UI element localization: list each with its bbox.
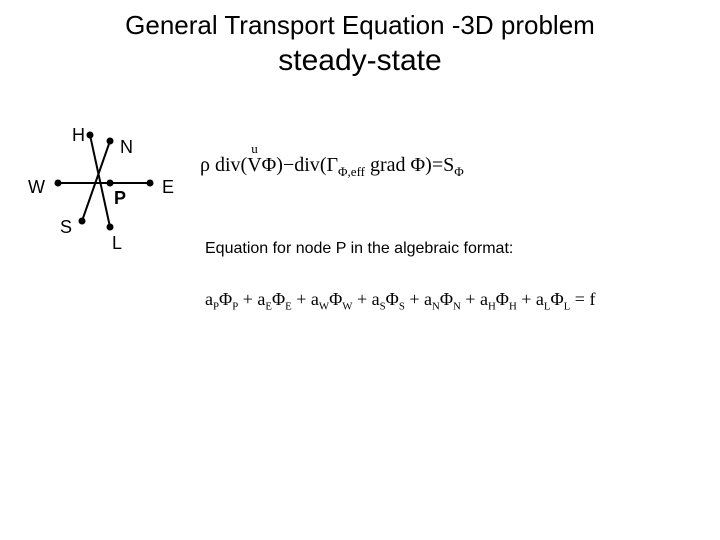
- alg-a-sub: E: [265, 301, 272, 313]
- eq-grad: grad: [370, 154, 406, 176]
- stencil-node-p: [107, 180, 114, 187]
- alg-plus: +: [465, 289, 475, 309]
- title-line-1: General Transport Equation -3D problem: [0, 10, 720, 41]
- stencil-label-e: E: [162, 177, 174, 198]
- stencil-node-s: [79, 218, 86, 225]
- alg-Phi: Φ: [219, 289, 232, 309]
- stencil-label-n: N: [120, 137, 133, 158]
- alg-a: a: [424, 289, 432, 309]
- stencil-node-w: [55, 180, 62, 187]
- alg-Phi-sub: W: [342, 301, 352, 313]
- alg-a-sub: N: [432, 301, 440, 313]
- eq-rho: ρ: [200, 154, 210, 176]
- alg-Phi-sub: S: [399, 301, 405, 313]
- alg-a: a: [311, 289, 319, 309]
- alg-Phi: Φ: [440, 289, 453, 309]
- stencil-label-h: H: [72, 125, 85, 146]
- alg-Phi: Φ: [496, 289, 509, 309]
- title-line-2: steady-state: [0, 44, 720, 78]
- algebraic-equation: aPΦP + aEΦE + aWΦW + aSΦS + aNΦN + aHΦH …: [205, 290, 595, 312]
- caption: Equation for node P in the algebraic for…: [205, 240, 513, 258]
- alg-Phi-sub: E: [285, 301, 292, 313]
- eq-Gamma-sub: Φ,eff: [338, 164, 365, 179]
- alg-equals: =: [575, 289, 585, 309]
- alg-a-sub: L: [544, 301, 551, 313]
- eq-S: S: [443, 154, 454, 176]
- alg-plus: +: [243, 289, 253, 309]
- alg-Phi-sub: L: [564, 301, 571, 313]
- alg-a-sub: H: [488, 301, 496, 313]
- stencil-node-h: [87, 132, 94, 139]
- eq-Phi1: Φ: [262, 154, 277, 176]
- eq-rp1: ): [276, 154, 283, 176]
- eq-lp1: (: [241, 154, 248, 176]
- alg-Phi-sub: H: [509, 301, 517, 313]
- eq-minus: −: [283, 154, 294, 176]
- alg-plus: +: [296, 289, 306, 309]
- alg-Phi: Φ: [551, 289, 564, 309]
- stencil-diagram: H N W P E S L: [20, 115, 180, 255]
- stencil-label-s: S: [60, 217, 72, 238]
- eq-rp2: ): [425, 154, 432, 176]
- alg-a: a: [536, 289, 544, 309]
- eq-Phi2: Φ: [411, 154, 426, 176]
- eq-Gamma: Γ: [326, 154, 338, 176]
- alg-Phi-sub: P: [232, 301, 238, 313]
- stencil-label-w: W: [28, 177, 45, 198]
- alg-a: a: [480, 289, 488, 309]
- alg-a-sub: W: [319, 301, 329, 313]
- alg-plus: +: [521, 289, 531, 309]
- eq-equals: =: [432, 154, 443, 176]
- eq-V: uV: [247, 155, 261, 175]
- alg-Phi: Φ: [386, 289, 399, 309]
- alg-a: a: [205, 289, 213, 309]
- alg-Phi: Φ: [272, 289, 285, 309]
- alg-Phi: Φ: [329, 289, 342, 309]
- stencil-label-p: P: [114, 188, 126, 209]
- alg-plus: +: [409, 289, 419, 309]
- alg-plus: +: [357, 289, 367, 309]
- eq-div2: div: [294, 154, 320, 176]
- alg-Phi-sub: N: [453, 301, 461, 313]
- vector-arrow-icon: u: [247, 142, 261, 155]
- slide: General Transport Equation -3D problem s…: [0, 0, 720, 540]
- stencil-label-l: L: [112, 233, 122, 254]
- alg-a: a: [372, 289, 380, 309]
- eq-div1: div: [215, 154, 241, 176]
- alg-f: f: [589, 289, 595, 309]
- stencil-node-n: [107, 138, 114, 145]
- stencil-node-l: [107, 224, 114, 231]
- eq-S-sub: Φ: [454, 164, 464, 179]
- main-equation: ρ div(uVΦ)−div(ΓΦ,eff grad Φ)=SΦ: [200, 155, 464, 178]
- stencil-node-e: [147, 180, 154, 187]
- eq-V-sym: V: [247, 154, 261, 176]
